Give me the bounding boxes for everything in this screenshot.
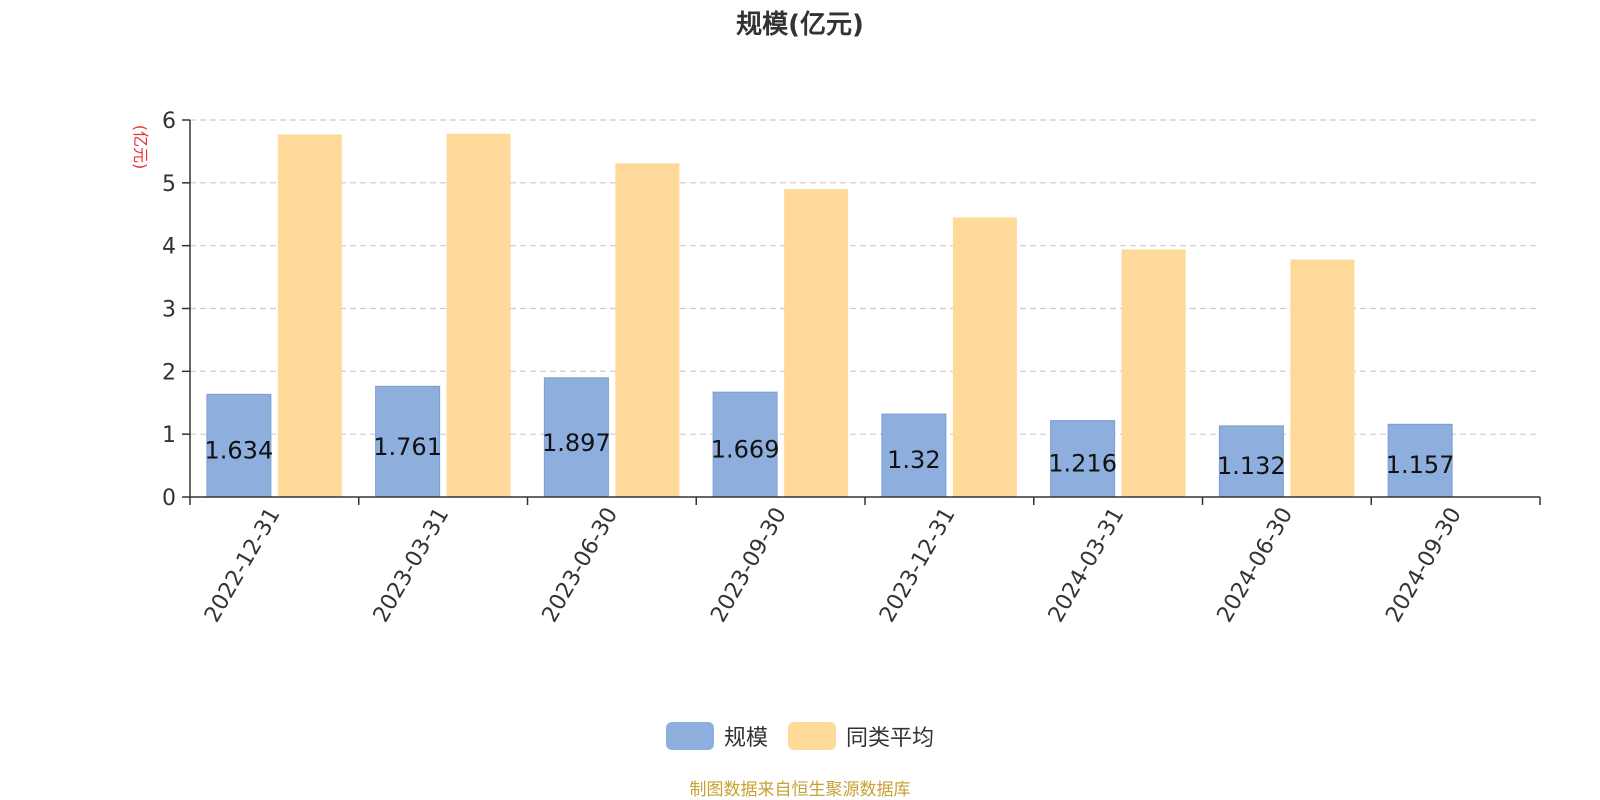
data-label: 1.216: [1048, 449, 1117, 477]
y-tick-label: 5: [162, 172, 176, 197]
legend: 规模 同类平均: [0, 720, 1600, 752]
bar-scale: [881, 413, 947, 498]
y-axis-label: (亿元): [131, 125, 150, 170]
x-tick-label: 2024-06-30: [1212, 504, 1298, 627]
legend-label-peer-average: 同类平均: [846, 726, 935, 751]
x-tick-label: 2024-03-31: [1044, 504, 1130, 627]
data-label: 1.157: [1386, 451, 1455, 479]
y-tick-label: 4: [162, 235, 176, 260]
data-label: 1.897: [542, 429, 611, 457]
y-tick-label: 0: [162, 486, 176, 511]
y-tick-label: 3: [162, 298, 176, 323]
x-tick-label: 2023-12-31: [875, 504, 961, 627]
bar-scale: [1218, 425, 1284, 498]
data-label: 1.32: [887, 446, 940, 474]
bar-peer-average: [1121, 249, 1186, 497]
x-tick-label: 2024-09-30: [1381, 504, 1467, 627]
data-label: 1.634: [205, 437, 274, 465]
bar-peer-average: [446, 133, 511, 497]
bar-peer-average: [615, 163, 680, 498]
y-tick-label: 1: [162, 423, 176, 448]
x-tick-label: 2023-06-30: [537, 504, 623, 627]
legend-item-scale[interactable]: 规模: [665, 720, 768, 752]
bar-peer-average: [1290, 259, 1355, 497]
data-label: 1.132: [1217, 452, 1286, 480]
legend-swatch-peer-average: [788, 722, 836, 750]
bar-scale: [712, 391, 778, 498]
bar-peer-average: [784, 189, 849, 497]
data-label: 1.761: [373, 433, 442, 461]
bar-peer-average: [277, 134, 342, 497]
bar-peer-average: [952, 217, 1017, 497]
legend-label-scale: 规模: [723, 726, 768, 751]
legend-item-peer-average[interactable]: 同类平均: [788, 720, 934, 752]
data-label: 1.669: [711, 436, 780, 464]
x-tick-label: 2023-03-31: [369, 504, 455, 627]
y-tick-label: 6: [162, 109, 176, 134]
chart-title: 规模(亿元): [736, 10, 864, 40]
x-tick-label: 2022-12-31: [200, 504, 286, 627]
source-note: 制图数据来自恒生聚源数据库: [689, 780, 911, 800]
x-tick-label: 2023-09-30: [706, 504, 792, 627]
y-tick-label: 2: [162, 360, 176, 385]
legend-swatch-scale: [665, 722, 714, 750]
bar-scale: [1050, 420, 1116, 498]
